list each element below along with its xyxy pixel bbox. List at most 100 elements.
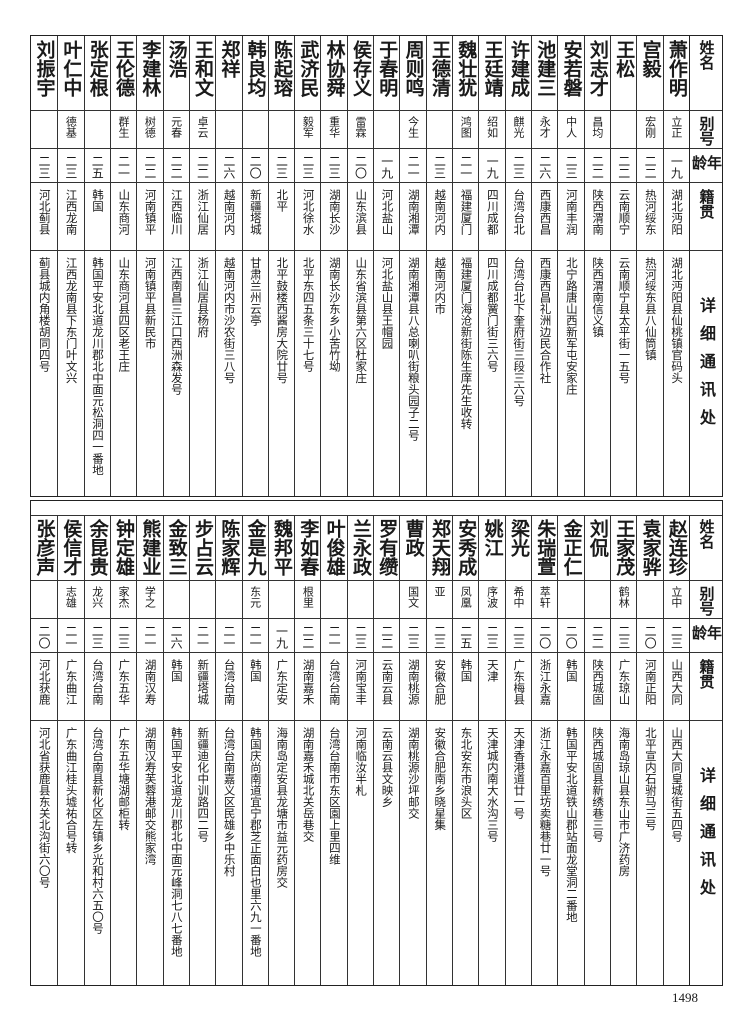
alias-cell: 东元 [242,581,268,619]
name-cell: 步占云 [189,515,216,581]
address-cell: 台湾台北下奎府街三段三六号 [506,251,531,496]
age-cell: 二〇 [532,619,558,653]
table-top-band [31,501,722,516]
origin-cell: 湖南长沙 [321,183,347,251]
age-cell: 二一 [453,149,479,183]
origin-cell: 湖南汉寿 [137,653,163,721]
age-text: 二三 [511,625,526,649]
origin-text: 河北盐山 [380,189,395,235]
age-text: 二〇 [643,625,658,649]
alias-cell: 绍如 [479,111,505,149]
address-cell: 天津城内南大水沟三号 [479,721,504,985]
alias-text: 凤凰 [459,586,473,608]
name-cell: 王德清 [426,36,453,111]
address-cell: 越南河内市沙农街三八号 [216,251,241,496]
name-text: 张彦声 [33,519,56,576]
origin-text: 河北获鹿 [37,659,52,705]
age-text: 二〇 [537,625,552,649]
name-text: 王松 [613,40,636,78]
origin-cell: 北平 [268,183,295,251]
address-text: 湖南长沙东乡小苦竹坳 [327,257,342,372]
name-text: 步占云 [192,519,214,576]
alias-cell: 永才 [532,111,558,149]
person-column: 刘振宇 二三 河北蓟县 蓟县城内角楼胡同四号 [30,36,58,496]
address-cell: 湖南桃源沙坪邮交 [400,721,425,985]
address-text: 北宁路唐山西新军屯安家庄 [564,257,579,395]
age-cell: 二一 [242,619,268,653]
name-cell: 曹政 [400,515,426,581]
alias-text: 序波 [485,586,499,608]
origin-text: 云南云县 [380,659,395,705]
origin-cell: 韩国 [84,183,110,251]
origin-cell: 台湾台南 [84,653,110,721]
header-label: 姓名 [697,519,716,549]
address-cell: 蓟县城内角楼胡同四号 [31,251,57,496]
origin-text: 越南河内 [433,189,448,235]
age-cell: 二三 [30,149,58,183]
alias-cell: 树德 [137,111,163,149]
name-cell: 于春明 [374,36,400,111]
address-text: 海南岛定安县龙塘市益元药房交 [275,727,290,888]
age-text: 一九 [485,155,500,179]
age-text: 二二 [142,155,157,179]
alias-cell [163,581,189,619]
alias-cell: 学之 [137,581,163,619]
origin-text: 广东定安 [275,659,290,705]
origin-cell: 韩国 [453,653,479,721]
age-cell: 二一 [400,149,426,183]
age-text: 二三 [564,155,579,179]
age-cell: 二三 [426,149,453,183]
person-column: 李建林 树德 二二 河南镇平 河南镇平县新民市 [136,36,163,496]
alias-text: 立正 [669,116,683,138]
name-text: 赵连珍 [665,519,688,576]
person-column: 萧作明 立正 一九 湖北沔阳 湖北沔阳县仙桃镇官码头 [662,36,690,496]
address-text: 山东商河县四区老王庄 [117,257,132,372]
name-cell: 朱瑞萱 [532,515,558,581]
name-cell: 王伦德 [110,36,137,111]
name-cell: 金正仁 [558,515,584,581]
address-text: 新疆迪化中训路四二号 [196,727,211,842]
address-text: 湖南嘉禾城北关岳巷交 [301,727,316,842]
alias-cell: 萃轩 [532,581,558,619]
name-cell: 姚江 [479,515,505,581]
age-text: 二二 [300,625,315,649]
age-text: 二六 [537,155,552,179]
person-column: 侯存义 雷霖 二〇 山东滨县 山东省滨县第六区杜家庄 [346,36,374,496]
address-cell: 广东曲江桂头墟祐合号转 [58,721,83,985]
alias-text: 东元 [248,586,262,608]
address-text: 东北安东市浪头区 [459,727,474,819]
age-cell: 二一 [321,619,347,653]
name-cell: 池建三 [532,36,558,111]
address-text: 韩国庆尚南道宜宁郡芝正面白也里六九一番地 [248,727,263,957]
name-cell: 汤浩 [163,36,189,111]
alias-text: 毅军 [301,116,315,138]
age-cell: 二三 [505,619,532,653]
age-text: 二三 [432,155,447,179]
person-column: 郑天翔亚二三 安徽合肥 安徽合肥南乡晓星集 [425,515,453,985]
alias-cell [268,581,295,619]
age-text: 二三 [353,625,368,649]
age-cell: 二二 [137,149,163,183]
origin-cell: 陕西城固 [584,653,611,721]
address-text: 河南镇平县新民市 [143,257,158,349]
address-text: 北平宣内石驸马三号 [643,727,658,831]
name-cell: 萧作明 [663,36,690,111]
origin-cell: 台湾台南 [216,653,242,721]
name-cell: 宫毅 [637,36,663,111]
age-cell: 一九 [479,149,505,183]
name-text: 林协舜 [323,40,346,97]
origin-text: 浙江永嘉 [538,659,553,705]
name-text: 池建三 [534,40,557,97]
person-column: 叶仁中 德基 二三 江西龙南 江西龙南县下东门叶文兴 [57,36,84,496]
age-cell: 二二 [374,619,400,653]
address-text: 西康西昌礼洲边民合作社 [538,257,553,384]
person-column: 金是九 东元 二一 韩国 韩国庆尚南道宜宁郡芝正面白也里六九一番地 [241,515,268,985]
name-cell: 武济民 [295,36,321,111]
alias-text: 亚 [432,586,446,597]
age-cell: 二三 [426,619,453,653]
origin-text: 湖南湘潭 [406,189,421,235]
header-column: 姓名 别号 年龄 籍贯 详细通讯处 [689,36,722,496]
address-cell: 北平东四五条三十七号 [295,251,320,496]
origin-text: 湖南嘉禾 [301,659,316,705]
alias-cell [426,111,453,149]
